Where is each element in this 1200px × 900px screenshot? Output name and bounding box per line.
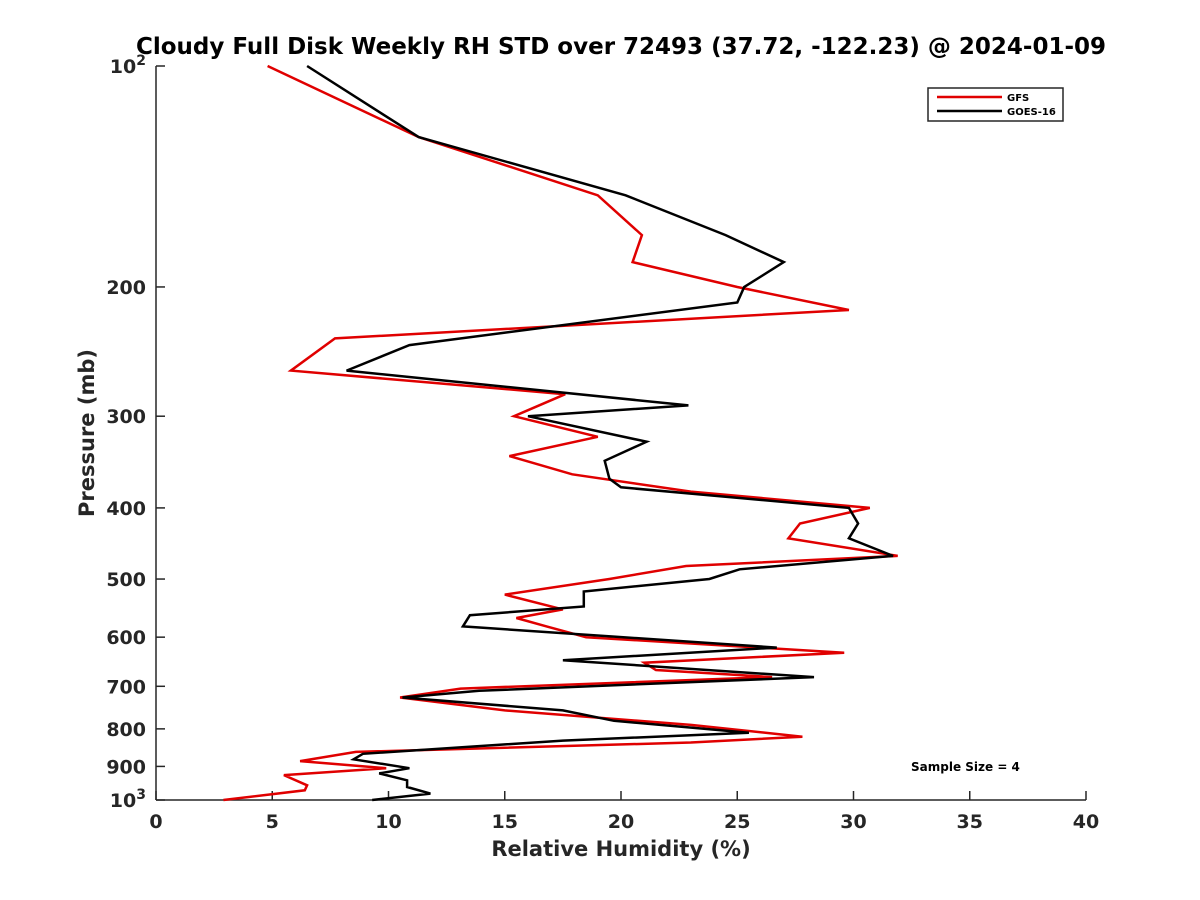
series-line-gfs — [223, 64, 898, 802]
x-tick-label: 30 — [840, 811, 866, 833]
sample-size-annotation: Sample Size = 4 — [911, 760, 1020, 774]
x-tick-label: 40 — [1073, 811, 1099, 833]
legend-label-gfs: GFS — [1007, 93, 1029, 104]
x-tick-label: 5 — [266, 811, 279, 833]
data-series — [223, 64, 898, 802]
chart-title: Cloudy Full Disk Weekly RH STD over 7249… — [136, 34, 1106, 60]
x-tick-label: 15 — [492, 811, 518, 833]
plot-axes — [155, 66, 1086, 801]
y-tick-label: 900 — [106, 756, 146, 778]
x-ticks: 0 5 10 15 20 25 30 35 40 — [149, 791, 1099, 833]
y-tick-label: 102 — [110, 53, 146, 78]
y-tick-label: 103 — [110, 787, 146, 812]
y-tick-label: 500 — [106, 569, 146, 591]
y-tick-label: 200 — [106, 277, 146, 299]
x-tick-label: 35 — [957, 811, 983, 833]
x-tick-label: 20 — [608, 811, 634, 833]
y-ticks: 102 200 300 400 500 600 700 800 900 103 — [106, 53, 165, 812]
series-line-goes16 — [306, 64, 894, 802]
y-axis-label: Pressure (mb) — [75, 349, 99, 517]
y-tick-label: 400 — [106, 498, 146, 520]
legend-box — [927, 87, 1064, 122]
x-tick-label: 25 — [724, 811, 750, 833]
x-tick-label: 10 — [375, 811, 401, 833]
y-tick-label: 700 — [106, 676, 146, 698]
y-tick-label: 300 — [106, 406, 146, 428]
y-tick-label: 800 — [106, 719, 146, 741]
legend-label-goes16: GOES-16 — [1007, 107, 1056, 118]
legend: GFS GOES-16 — [927, 87, 1064, 122]
y-tick-label: 600 — [106, 627, 146, 649]
x-axis-label: Relative Humidity (%) — [491, 837, 750, 861]
x-tick-label: 0 — [149, 811, 162, 833]
